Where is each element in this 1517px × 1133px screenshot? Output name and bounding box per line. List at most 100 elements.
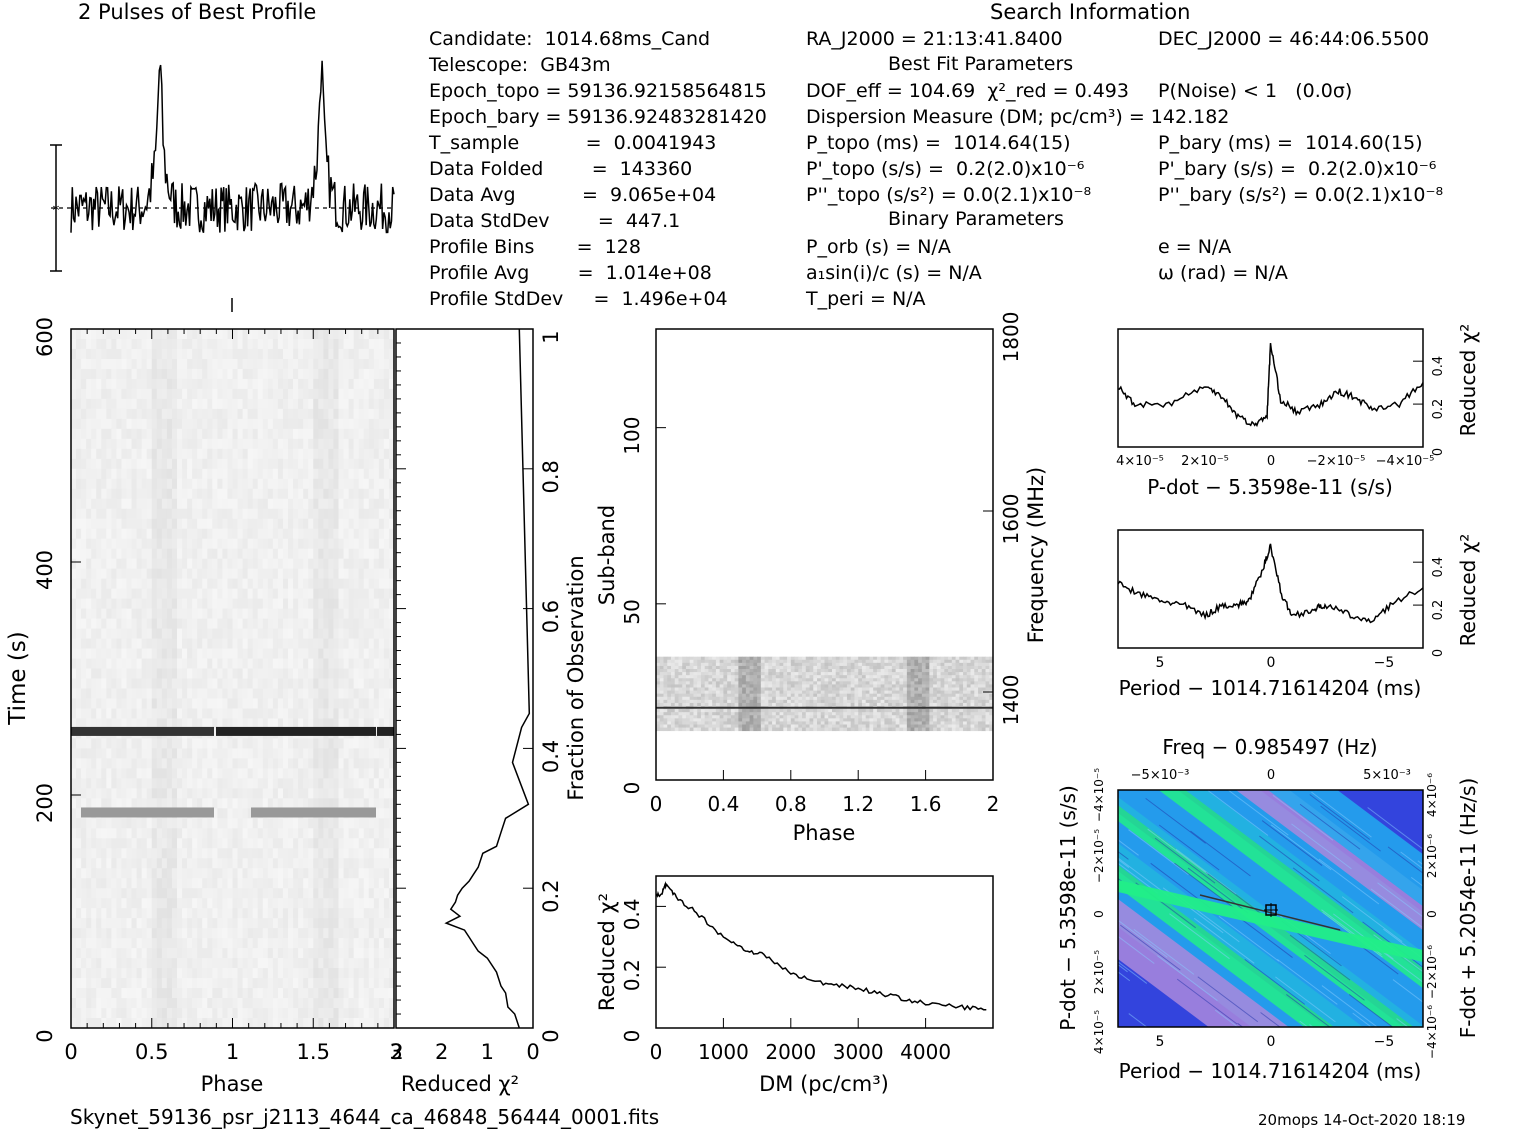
tp-cell [232, 488, 239, 500]
tp-cell [111, 918, 117, 929]
tp-cell [76, 498, 82, 510]
tp-cell [197, 508, 203, 520]
tp-cell [171, 978, 178, 989]
tp-cell [282, 918, 289, 929]
tp-cell [222, 398, 228, 410]
tp-cell [373, 588, 380, 600]
tp-cell [166, 408, 173, 420]
tp-cell [91, 888, 97, 899]
tp-cell [272, 708, 279, 719]
tp-cell [257, 868, 264, 879]
tp-cell [146, 658, 153, 670]
tp-cell [126, 828, 133, 839]
tp-cell [146, 928, 153, 939]
tp-cell [298, 348, 304, 360]
tp-cell [187, 628, 193, 640]
sb-cell [715, 659, 721, 664]
tp-cell [277, 838, 284, 849]
tp-cell [247, 518, 254, 530]
sb-cell [719, 656, 724, 661]
tp-cell [207, 928, 213, 939]
tp-cell [217, 678, 223, 689]
tp-cell [242, 818, 249, 829]
tp-cell [237, 488, 244, 500]
tp-cell [76, 718, 82, 729]
tp-cell [121, 418, 128, 430]
tp-cell [343, 718, 350, 729]
tp-cell [232, 1018, 239, 1028]
sb-cell [948, 656, 953, 661]
chit-ytick-label: 0.2 [539, 879, 563, 912]
tp-cell [116, 748, 122, 759]
tp-cell [197, 378, 203, 390]
tp-cell [76, 858, 82, 869]
tp-cell [293, 868, 299, 879]
tp-cell [212, 938, 218, 949]
tp-cell [373, 908, 380, 919]
tp-cell [378, 618, 385, 630]
tp-cell [207, 548, 213, 560]
tp-cell [378, 908, 385, 919]
sb-cell [712, 656, 717, 661]
tp-cell [222, 708, 228, 719]
tp-cell [227, 868, 233, 879]
tp-cell [282, 778, 289, 789]
tp-cell [182, 458, 188, 470]
tp-cell [338, 978, 345, 989]
tp-cell [212, 628, 218, 640]
tp-cell [217, 808, 223, 819]
tp-cell [308, 548, 314, 560]
tp-cell [121, 998, 128, 1009]
tp-cell [187, 778, 193, 789]
tp-cell [217, 598, 223, 610]
tp-cell [222, 648, 228, 660]
tp-cell [363, 498, 370, 510]
tp-cell [388, 838, 394, 849]
tp-cell [116, 818, 122, 829]
tp-cell [288, 598, 294, 610]
tp-cell [343, 398, 350, 410]
tp-cell [237, 598, 244, 610]
sb-cell [794, 656, 799, 661]
tp-cell [217, 638, 223, 650]
tp-cell [217, 608, 223, 620]
tp-cell [272, 458, 279, 470]
tp-cell [232, 438, 239, 450]
tp-cell [353, 518, 360, 530]
tp-cell [373, 718, 380, 729]
tp-cell [116, 478, 122, 490]
tp-cell [141, 688, 148, 699]
tp-cell [383, 458, 390, 470]
tp-cell [136, 878, 143, 889]
tp-cell [232, 808, 239, 819]
tp-cell [111, 898, 117, 909]
tp-cell [303, 458, 309, 470]
tp-cell [308, 758, 314, 769]
sb-cell [865, 665, 870, 670]
tp-cell [141, 478, 148, 490]
tp-cell [388, 818, 394, 829]
sb-cell [708, 656, 713, 661]
tp-cell [237, 848, 244, 859]
tp-cell [378, 938, 385, 949]
tp-cell [363, 538, 370, 550]
tp-cell [96, 878, 102, 889]
tp-cell [298, 418, 304, 430]
tp-cell [126, 368, 133, 380]
tp-cell [176, 518, 183, 530]
tp-cell [288, 608, 294, 620]
tp-cell [338, 358, 345, 370]
tp-cell [247, 918, 254, 929]
tp-cell [96, 448, 102, 460]
tp-cell [101, 958, 107, 969]
tp-cell [373, 648, 380, 660]
tp-cell [197, 968, 203, 979]
tp-cell [86, 338, 92, 350]
sb-cell [929, 659, 934, 664]
tp-cell [131, 628, 138, 640]
tp-cell [192, 758, 198, 769]
tp-cell [182, 878, 188, 889]
tp-cell [76, 958, 82, 969]
tp-cell [111, 908, 117, 919]
tp-cell [363, 478, 370, 490]
